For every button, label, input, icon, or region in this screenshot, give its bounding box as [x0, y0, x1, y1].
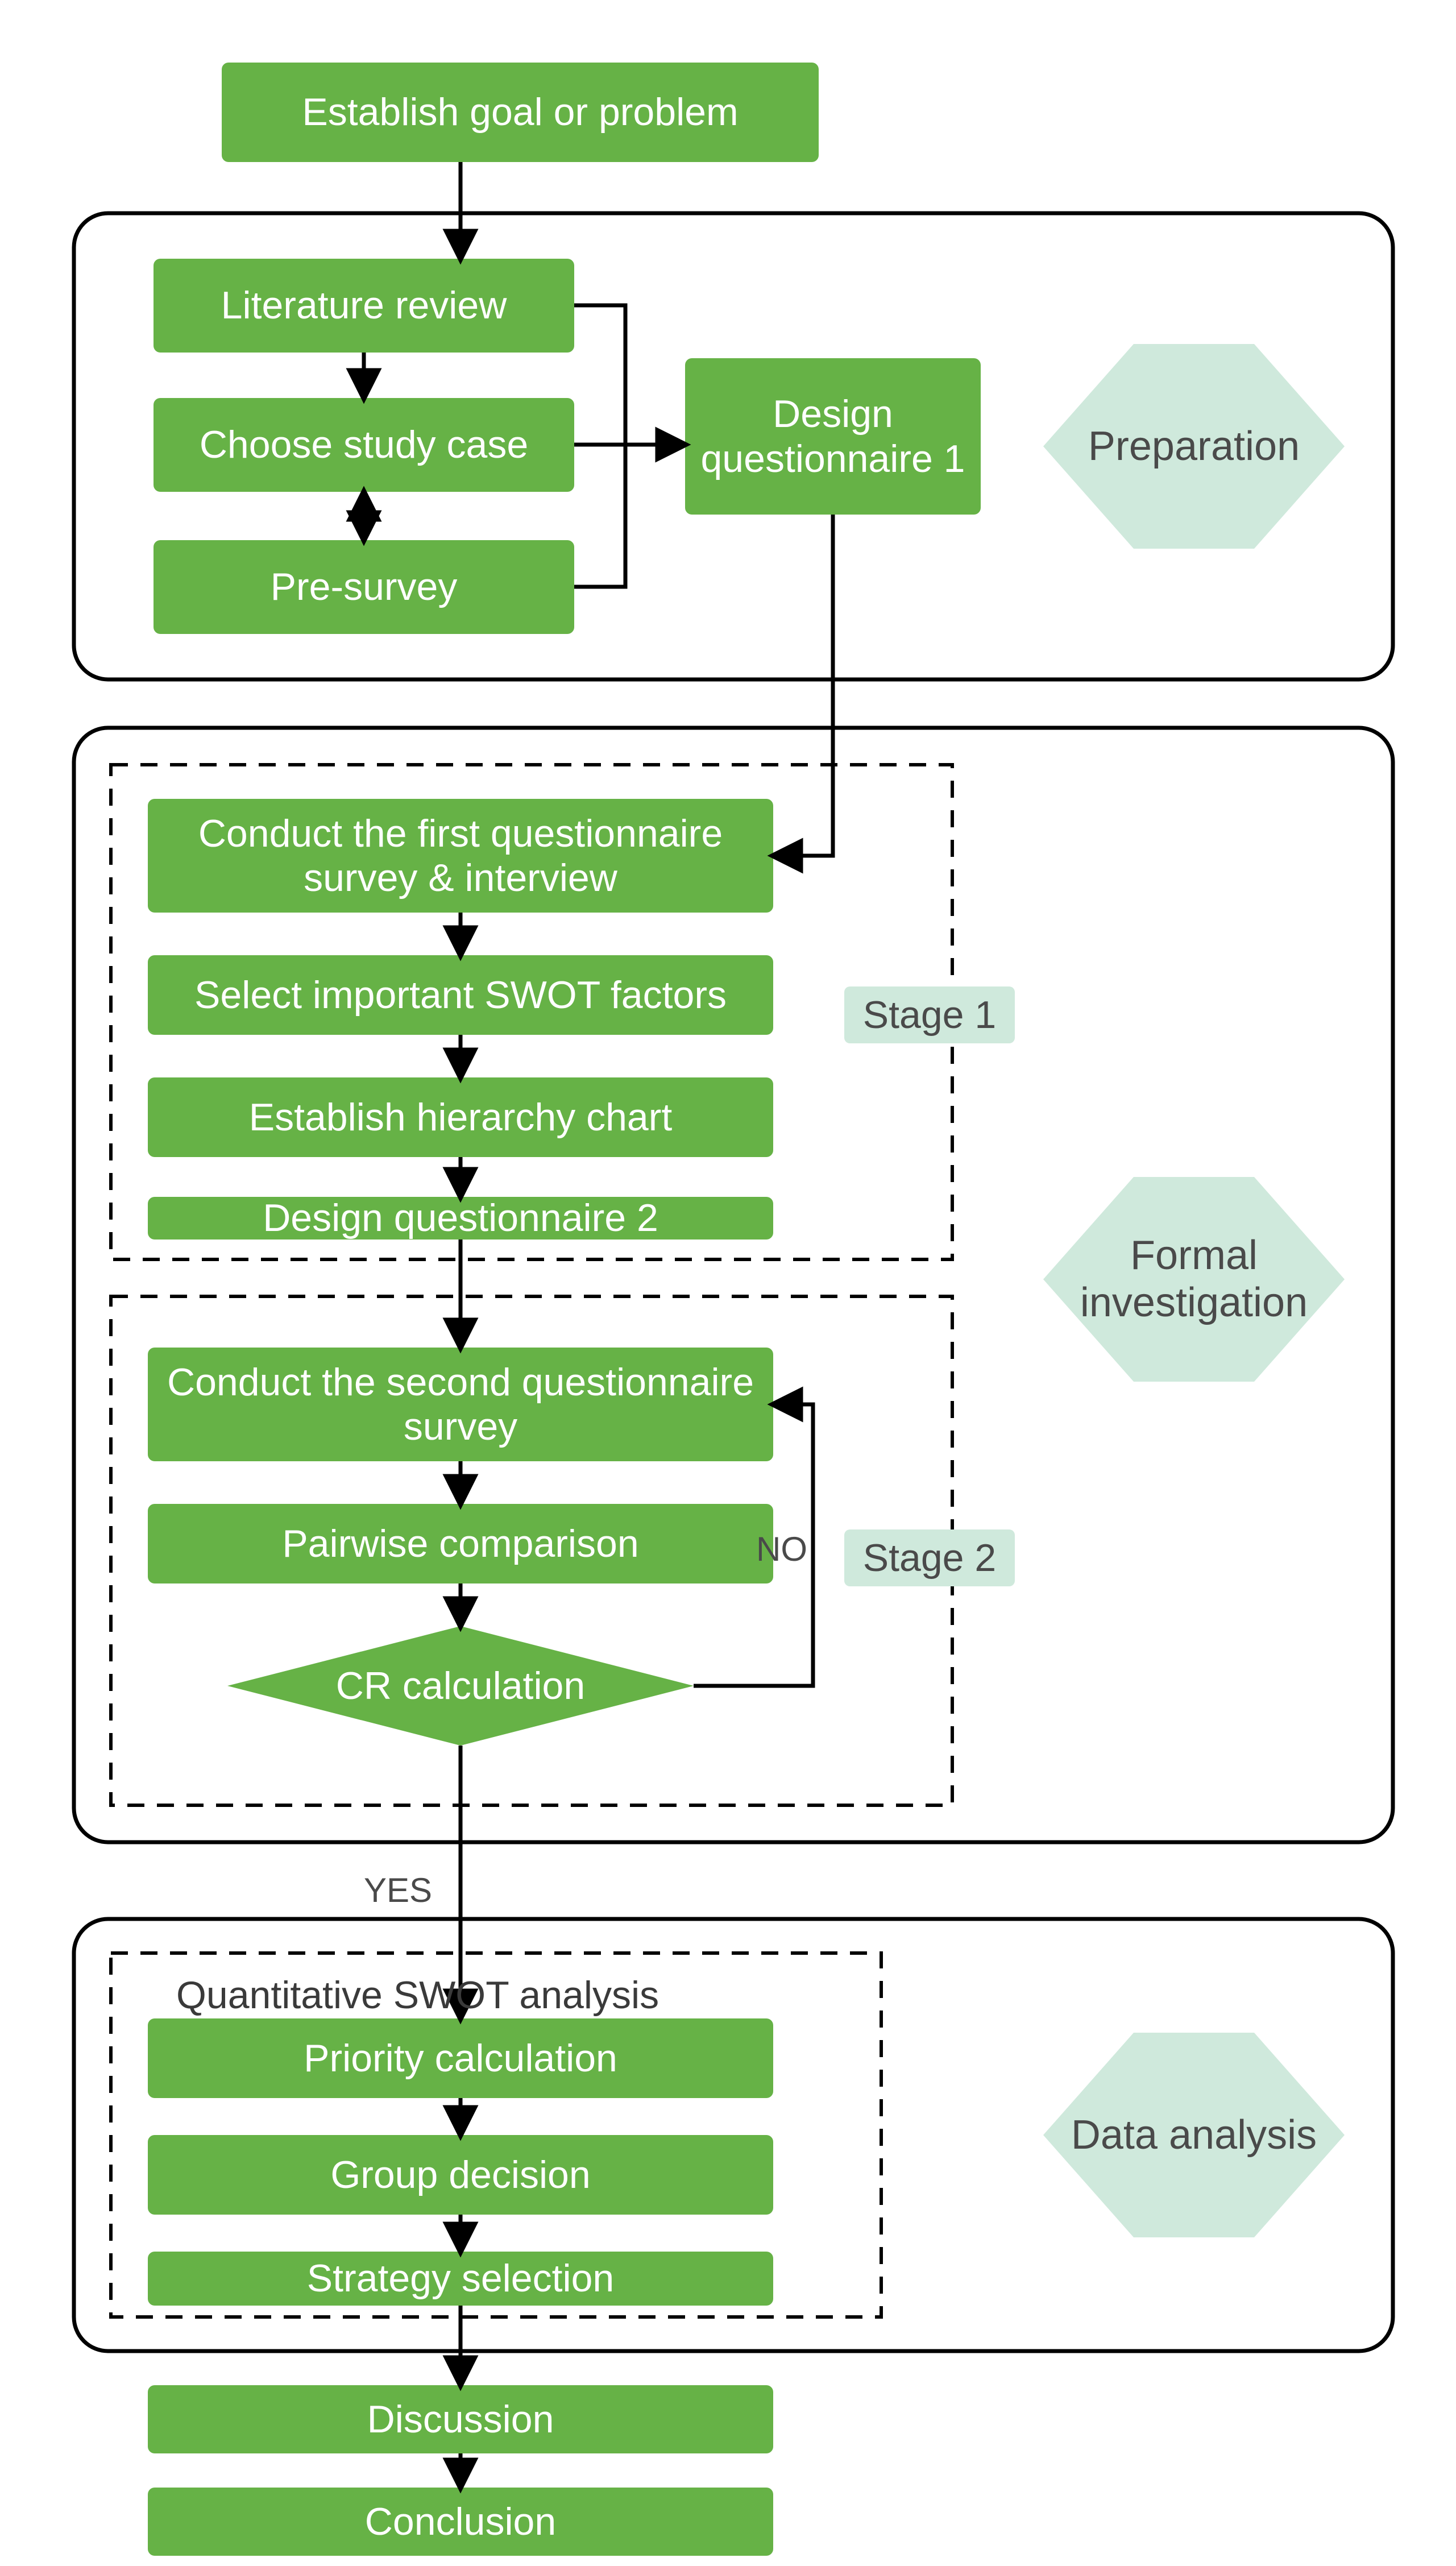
stage-label-stage1: Stage 1	[844, 986, 1015, 1043]
n-strat-label: Strategy selection	[293, 2256, 628, 2300]
n-cr-label: CR calculation	[336, 1664, 585, 1708]
hex-data-label: Data analysis	[1071, 2112, 1317, 2159]
hex-formal-label: Formal investigation	[1080, 1232, 1308, 1326]
hex-data: Data analysis	[1043, 2033, 1345, 2237]
n-case-label: Choose study case	[186, 422, 542, 467]
n-dq2-label: Design questionnaire 2	[249, 1196, 672, 1240]
n-dq1: Design questionnaire 1	[685, 358, 981, 515]
n-lit: Literature review	[154, 259, 574, 353]
n-disc: Discussion	[148, 2385, 773, 2453]
hex-formal: Formal investigation	[1043, 1177, 1345, 1382]
n-conc-label: Conclusion	[351, 2499, 570, 2544]
n-case: Choose study case	[154, 398, 574, 492]
n-pair-label: Pairwise comparison	[268, 1522, 652, 1566]
n-second: Conduct the second questionnaire survey	[148, 1348, 773, 1461]
n-dq1-label: Design questionnaire 1	[687, 392, 978, 480]
n-pre-label: Pre-survey	[257, 565, 471, 609]
hex-preparation-label: Preparation	[1088, 423, 1300, 470]
n-goal-label: Establish goal or problem	[288, 90, 752, 134]
n-swotf-label: Select important SWOT factors	[181, 973, 740, 1017]
n-first-label: Conduct the first questionnaire survey &…	[185, 811, 736, 900]
n-hier: Establish hierarchy chart	[148, 1077, 773, 1157]
n-first: Conduct the first questionnaire survey &…	[148, 799, 773, 913]
branch-yes: YES	[364, 1871, 432, 1910]
n-conc: Conclusion	[148, 2488, 773, 2556]
n-prio: Priority calculation	[148, 2018, 773, 2098]
stage-label-stage2: Stage 2	[844, 1529, 1015, 1586]
n-group-label: Group decision	[317, 2153, 604, 2197]
n-goal: Establish goal or problem	[222, 63, 819, 162]
n-prio-label: Priority calculation	[290, 2036, 631, 2080]
n-group: Group decision	[148, 2135, 773, 2215]
n-second-label: Conduct the second questionnaire survey	[154, 1360, 768, 1449]
hex-preparation: Preparation	[1043, 344, 1345, 549]
n-pre: Pre-survey	[154, 540, 574, 634]
n-strat: Strategy selection	[148, 2252, 773, 2306]
n-lit-label: Literature review	[208, 283, 521, 328]
n-hier-label: Establish hierarchy chart	[235, 1095, 686, 1139]
swot-title: Quantitative SWOT analysis	[176, 1973, 659, 2017]
n-disc-label: Discussion	[354, 2397, 568, 2441]
n-cr: CR calculation	[227, 1626, 694, 1746]
n-swotf: Select important SWOT factors	[148, 955, 773, 1035]
n-pair: Pairwise comparison	[148, 1504, 773, 1583]
n-dq2: Design questionnaire 2	[148, 1197, 773, 1240]
edge-n-dq1-n-first	[773, 515, 833, 856]
